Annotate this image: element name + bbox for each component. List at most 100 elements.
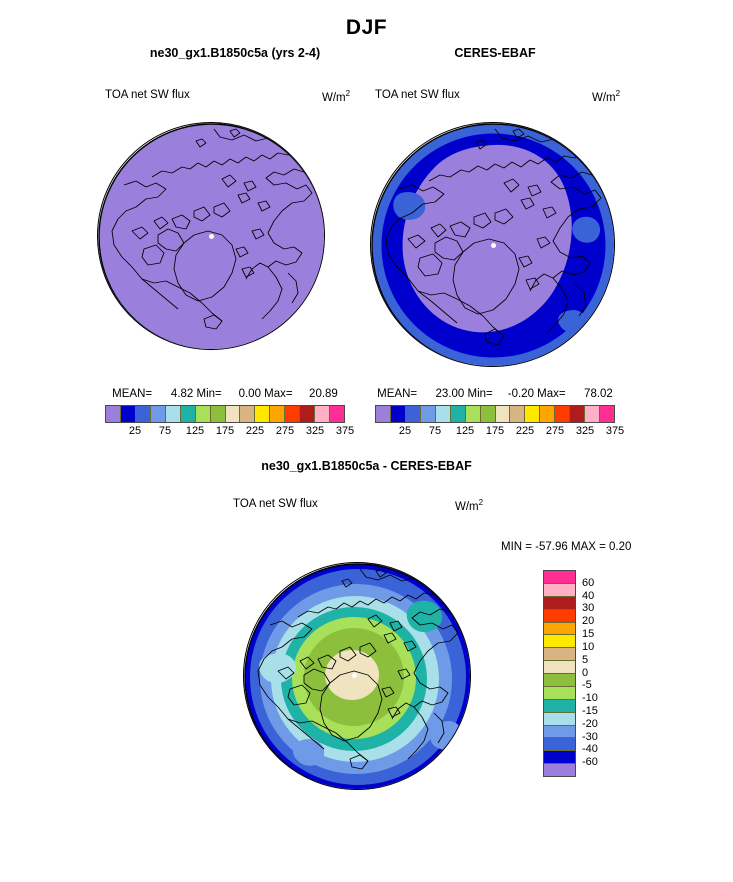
right-pole-marker: [491, 243, 496, 248]
left-polar-map-svg: [98, 123, 324, 349]
colorbar-swatch-11: [540, 406, 556, 422]
left-colorbar-swatches: [105, 405, 345, 423]
left-min-value: 0.00: [238, 388, 261, 400]
diff-colorbar-tick--15: -15: [582, 704, 598, 717]
right-panel-units-label: W/m2: [592, 89, 620, 104]
diff-colorbar-swatch-5: [544, 635, 575, 649]
left-panel-stats: MEAN= 4.82 Min= 0.00 Max= 20.89: [105, 388, 345, 400]
left-mean-value: 4.82: [170, 388, 194, 400]
colorbar-tick-75: 75: [428, 425, 442, 437]
right-polar-map[interactable]: [370, 122, 615, 367]
diff-colorbar-swatch-0: [544, 571, 575, 584]
colorbar-tick-275: 275: [545, 425, 565, 437]
colorbar-swatch-13: [300, 406, 316, 422]
colorbar-tick-225: 225: [245, 425, 265, 437]
diff-colorbar-swatch-3: [544, 609, 575, 623]
diff-colorbar-tick-60: 60: [582, 576, 595, 589]
right-max-label: Max=: [537, 388, 566, 400]
diff-colorbar-swatch-14: [544, 751, 575, 765]
colorbar-swatch-1: [390, 406, 406, 422]
left-units-exponent: 2: [345, 89, 351, 98]
diff-colorbar-tick--20: -20: [582, 717, 598, 730]
diff-polar-map[interactable]: [243, 562, 471, 790]
left-colorbar[interactable]: 25 75 125 175 225 275 325 375: [105, 405, 354, 439]
diff-panel-units-label: W/m2: [455, 498, 483, 513]
left-mean-label: MEAN=: [112, 388, 153, 400]
colorbar-swatch-12: [555, 406, 571, 422]
colorbar-tick-325: 325: [575, 425, 595, 437]
diff-polar-map-svg: [244, 563, 470, 789]
diff-colorbar-tick--10: -10: [582, 692, 598, 705]
right-colorbar[interactable]: 25 75 125 175 225 275 325 375: [375, 405, 624, 439]
colorbar-swatch-6: [195, 406, 211, 422]
colorbar-swatch-8: [495, 406, 511, 422]
colorbar-tick-125: 125: [455, 425, 475, 437]
colorbar-swatch-2: [135, 406, 151, 422]
colorbar-tick-325: 325: [305, 425, 325, 437]
diff-colorbar-swatch-10: [544, 699, 575, 713]
diff-colorbar-swatch-9: [544, 686, 575, 700]
colorbar-tick-175: 175: [485, 425, 505, 437]
colorbar-swatch-13: [570, 406, 586, 422]
diff-colorbar-tick-40: 40: [582, 589, 595, 602]
diff-colorbar-tick-5: 5: [582, 653, 589, 666]
colorbar-swatch-15: [330, 406, 344, 422]
diff-panel-field-label: TOA net SW flux: [233, 498, 318, 510]
diff-colorbar-tick-0: 0: [582, 666, 589, 679]
diff-units-exponent: 2: [478, 498, 484, 507]
colorbar-swatch-14: [315, 406, 331, 422]
diff-units-base: W/m: [455, 500, 479, 513]
colorbar-swatch-15: [600, 406, 614, 422]
diff-colorbar-tick-30: 30: [582, 602, 595, 615]
colorbar-swatch-3: [150, 406, 166, 422]
colorbar-swatch-3: [420, 406, 436, 422]
right-colorbar-ticklabels: 25 75 125 175 225 275 325 375: [375, 423, 624, 439]
right-max-value: 78.02: [584, 388, 613, 400]
colorbar-swatch-7: [210, 406, 226, 422]
colorbar-swatch-0: [106, 406, 121, 422]
right-panel-stats: MEAN= 23.00 Min= -0.20 Max= 78.02: [375, 388, 615, 400]
colorbar-swatch-1: [120, 406, 136, 422]
diff-colorbar-tick--30: -30: [582, 730, 598, 743]
left-max-value: 20.89: [309, 388, 338, 400]
diff-colorbar-ticklabels: 60 40 30 20 15 10 5 0 -5 -10 -15 -20 -30 -40 -60: [582, 570, 622, 775]
left-units-base: W/m: [322, 91, 346, 104]
colorbar-swatch-0: [376, 406, 391, 422]
colorbar-swatch-14: [585, 406, 601, 422]
left-colorbar-ticklabels: 25 75 125 175 225 275 325 375: [105, 423, 354, 439]
diff-colorbar[interactable]: 60 40 30 20 15 10 5 0 -5 -10 -15 -20 -30 -40 -60: [543, 570, 598, 777]
diff-colorbar-swatch-4: [544, 622, 575, 636]
diff-colorbar-swatch-6: [544, 648, 575, 662]
left-polar-map[interactable]: [97, 122, 325, 350]
colorbar-swatch-11: [270, 406, 286, 422]
page-title: DJF: [345, 16, 388, 39]
diff-colorbar-tick-20: 20: [582, 615, 595, 628]
colorbar-swatch-4: [435, 406, 451, 422]
colorbar-tick-75: 75: [158, 425, 172, 437]
diff-colorbar-tick--60: -60: [582, 756, 598, 769]
colorbar-swatch-7: [480, 406, 496, 422]
colorbar-swatch-9: [510, 406, 526, 422]
right-mean-value: 23.00: [435, 388, 465, 400]
colorbar-swatch-10: [255, 406, 271, 422]
right-min-label: Min=: [467, 388, 493, 400]
colorbar-tick-175: 175: [215, 425, 235, 437]
colorbar-swatch-4: [165, 406, 181, 422]
right-units-base: W/m: [592, 91, 616, 104]
left-panel-title: ne30_gx1.B1850c5a (yrs 2-4): [149, 46, 321, 60]
colorbar-swatch-5: [180, 406, 196, 422]
colorbar-tick-25: 25: [128, 425, 142, 437]
left-min-label: Min=: [196, 388, 222, 400]
colorbar-swatch-9: [240, 406, 256, 422]
colorbar-tick-225: 225: [515, 425, 535, 437]
right-colorbar-swatches: [375, 405, 615, 423]
left-panel-units-label: W/m2: [322, 89, 350, 104]
diff-colorbar-tick-10: 10: [582, 640, 595, 653]
diff-colorbar-swatch-13: [544, 738, 575, 752]
colorbar-tick-375: 375: [605, 425, 625, 437]
colorbar-swatch-6: [465, 406, 481, 422]
right-min-value: -0.20: [507, 388, 534, 400]
diff-colorbar-swatch-8: [544, 674, 575, 687]
diff-colorbar-swatch-11: [544, 712, 575, 726]
colorbar-swatch-8: [225, 406, 241, 422]
